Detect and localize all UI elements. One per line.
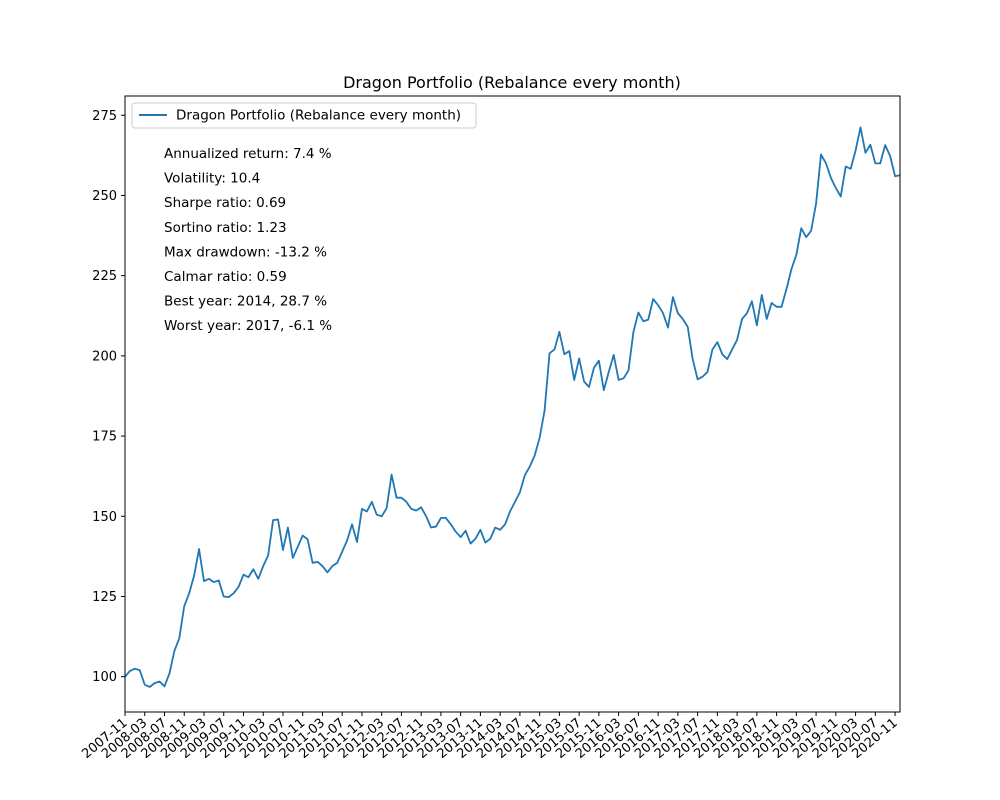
stat-line-0: Annualized return: 7.4 % [164, 146, 332, 162]
stat-line-5: Calmar ratio: 0.59 [164, 269, 287, 285]
y-tick-label-275: 275 [92, 109, 117, 124]
stat-line-3: Sortino ratio: 1.23 [164, 220, 287, 236]
x-axis: 2007-112008-032008-072008-112009-032009-… [79, 712, 901, 762]
plot-frame [124, 95, 901, 713]
y-tick-label-200: 200 [92, 349, 117, 364]
stat-line-1: Volatility: 10.4 [164, 171, 260, 187]
y-tick-label-175: 175 [92, 430, 117, 445]
plot-area [125, 96, 900, 712]
legend-box [131, 102, 477, 129]
stat-line-4: Max drawdown: -13.2 % [164, 244, 327, 260]
y-tick-label-100: 100 [92, 670, 117, 685]
legend-label: Dragon Portfolio (Rebalance every month) [176, 108, 461, 124]
y-tick-label-225: 225 [92, 269, 117, 284]
y-axis: 100 125 150 175 200 225 250 275 [92, 109, 125, 685]
y-tick-label-250: 250 [92, 189, 117, 204]
stat-line-7: Worst year: 2017, -6.1 % [164, 318, 332, 334]
series-lines [125, 126, 900, 688]
chart-title: Dragon Portfolio (Rebalance every month) [343, 73, 681, 92]
series-line-0 [125, 126, 900, 688]
stat-line-2: Sharpe ratio: 0.69 [164, 195, 286, 211]
legend: Dragon Portfolio (Rebalance every month) [131, 102, 477, 129]
y-tick-label-150: 150 [92, 510, 117, 525]
y-tick-label-125: 125 [92, 590, 117, 605]
stat-line-6: Best year: 2014, 28.7 % [164, 294, 327, 310]
stats-annotations: Annualized return: 7.4 % Volatility: 10.4… [164, 146, 332, 334]
